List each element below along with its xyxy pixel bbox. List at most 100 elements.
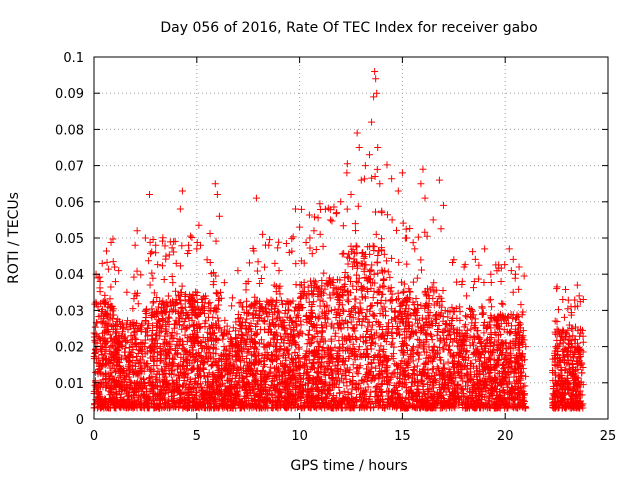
data-point (232, 357, 240, 365)
data-point (470, 311, 478, 319)
data-point (347, 191, 355, 199)
data-point (513, 314, 521, 322)
data-point (252, 194, 260, 202)
data-point (356, 309, 364, 317)
data-point (409, 298, 417, 306)
data-point (367, 368, 375, 376)
data-point (440, 360, 448, 368)
data-point (369, 294, 377, 302)
data-point (194, 358, 202, 366)
data-point (462, 348, 470, 356)
data-point (559, 296, 567, 304)
data-point (361, 162, 369, 170)
data-point (398, 169, 406, 177)
data-point (204, 300, 212, 308)
data-point (304, 331, 312, 339)
data-point (333, 376, 341, 384)
data-point (344, 332, 352, 340)
data-point (415, 355, 423, 363)
data-point (439, 287, 447, 295)
data-point (269, 297, 277, 305)
data-point (389, 334, 397, 342)
data-point (312, 278, 320, 286)
data-point (579, 338, 587, 346)
data-point (368, 301, 376, 309)
data-point (177, 289, 185, 297)
data-point (377, 342, 385, 350)
data-point (266, 363, 274, 371)
data-point (482, 388, 490, 396)
data-point (466, 334, 474, 342)
data-point (285, 306, 293, 314)
data-point (257, 303, 265, 311)
data-point (276, 389, 284, 397)
data-point (370, 287, 378, 295)
data-point (355, 379, 363, 387)
data-point (123, 288, 131, 296)
data-point (306, 234, 314, 242)
data-point (98, 259, 106, 267)
data-point (357, 176, 365, 184)
data-point (353, 129, 361, 137)
data-point (207, 307, 215, 315)
data-point (378, 266, 386, 274)
data-point (164, 313, 172, 321)
data-point (578, 369, 586, 377)
data-point (235, 377, 243, 385)
data-point (107, 342, 115, 350)
data-point (341, 286, 349, 294)
data-point (413, 319, 421, 327)
data-point (140, 359, 148, 367)
data-point (399, 288, 407, 296)
data-point (373, 89, 381, 97)
data-point (368, 118, 376, 126)
data-point (240, 308, 248, 316)
data-point (370, 270, 378, 278)
data-point (131, 241, 139, 249)
data-point (363, 377, 371, 385)
data-point (467, 325, 475, 333)
data-point (391, 315, 399, 323)
data-point (387, 296, 395, 304)
data-point (417, 328, 425, 336)
data-point (395, 326, 403, 334)
data-point (354, 308, 362, 316)
data-point (176, 205, 184, 213)
data-point (310, 227, 318, 235)
data-point (363, 306, 371, 314)
data-point (343, 382, 351, 390)
data-point (102, 346, 110, 354)
data-point (307, 392, 315, 400)
data-point (390, 343, 398, 351)
data-point (456, 303, 464, 311)
data-point (444, 307, 452, 315)
data-point (180, 318, 188, 326)
data-point (348, 385, 356, 393)
data-point (211, 180, 219, 188)
data-point (133, 227, 141, 235)
data-point (370, 243, 378, 251)
data-point (339, 306, 347, 314)
data-point (340, 307, 348, 315)
data-point (214, 314, 222, 322)
data-point (326, 216, 334, 224)
data-point (197, 309, 205, 317)
data-point (429, 216, 437, 224)
data-point (483, 381, 491, 389)
data-point (259, 230, 267, 238)
data-point (344, 324, 352, 332)
data-point (193, 245, 201, 253)
data-point (175, 292, 183, 300)
data-point (193, 388, 201, 396)
data-point (338, 358, 346, 366)
data-point (412, 294, 420, 302)
data-point (349, 263, 357, 271)
data-point (353, 264, 361, 272)
data-point (412, 315, 420, 323)
data-point (316, 230, 324, 238)
data-point (345, 274, 353, 282)
data-point (456, 331, 464, 339)
data-point (355, 144, 363, 151)
data-point (376, 180, 384, 188)
data-point (209, 313, 217, 321)
